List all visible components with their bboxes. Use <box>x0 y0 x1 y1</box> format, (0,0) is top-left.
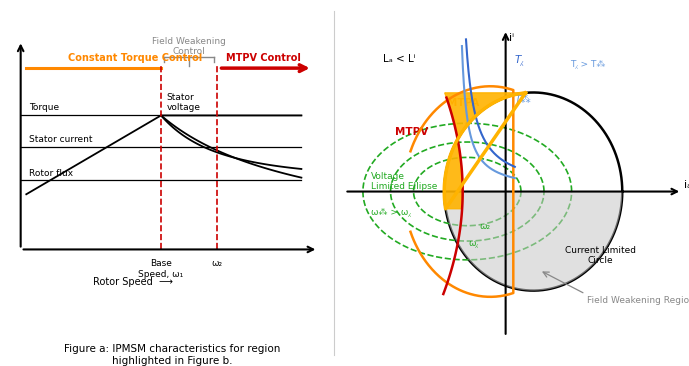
Text: Constant Torque Control: Constant Torque Control <box>68 53 203 63</box>
Text: T⁁: T⁁ <box>515 55 524 67</box>
Text: Base
Speed, ω₁: Base Speed, ω₁ <box>138 259 184 279</box>
Text: Rotor Speed  ⟶: Rotor Speed ⟶ <box>93 277 173 287</box>
Text: Voltage
Limited Ellipse: Voltage Limited Ellipse <box>371 172 437 191</box>
Text: Stator
voltage: Stator voltage <box>167 93 200 112</box>
Text: Field Weakening
Control: Field Weakening Control <box>152 37 226 56</box>
Text: Lₐ < Lⁱ: Lₐ < Lⁱ <box>383 54 415 64</box>
Text: Rotor flux: Rotor flux <box>29 168 73 178</box>
Text: ω₂: ω₂ <box>480 222 491 231</box>
Text: Figure a: IPMSM characteristics for region
highlighted in Figure b.: Figure a: IPMSM characteristics for regi… <box>64 344 280 366</box>
Text: T⁁ > T⁂: T⁁ > T⁂ <box>570 60 606 69</box>
Polygon shape <box>444 93 526 209</box>
Text: iⁱ: iⁱ <box>509 33 515 43</box>
Polygon shape <box>444 191 622 291</box>
Text: ω⁁: ω⁁ <box>469 239 479 248</box>
Text: T⁂: T⁂ <box>515 95 532 105</box>
Text: MTPV: MTPV <box>395 127 429 137</box>
Text: MTPV Control: MTPV Control <box>225 53 300 63</box>
Text: iₐ: iₐ <box>683 180 689 190</box>
Text: Stator current: Stator current <box>29 135 92 144</box>
Text: Current Limited
Circle: Current Limited Circle <box>565 246 636 265</box>
Text: ω₂: ω₂ <box>212 259 223 268</box>
Text: Torque: Torque <box>29 104 59 112</box>
Text: MTPA: MTPA <box>447 98 480 108</box>
Text: Field Weakening Region: Field Weakening Region <box>587 296 689 305</box>
Text: ω⁂ > ω⁁: ω⁂ > ω⁁ <box>371 209 410 217</box>
